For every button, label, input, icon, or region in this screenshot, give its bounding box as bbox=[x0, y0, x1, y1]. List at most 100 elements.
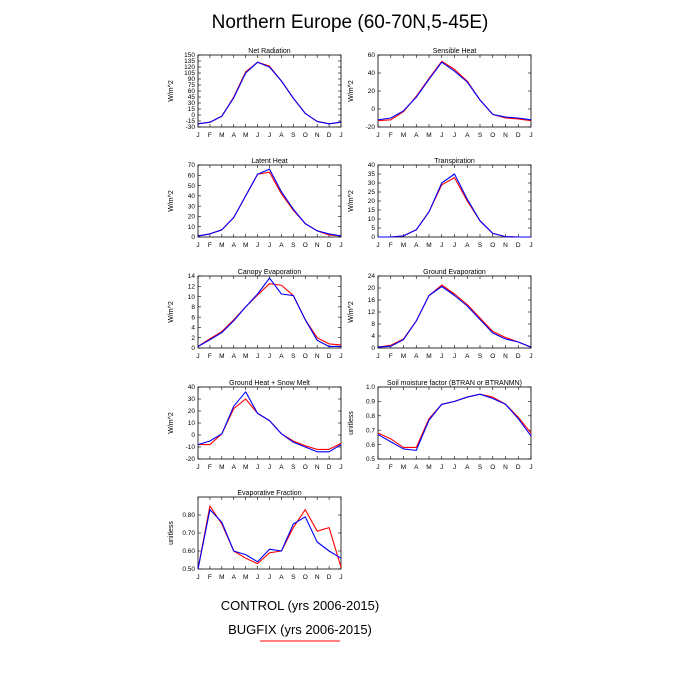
x-tick-label: A bbox=[414, 242, 419, 249]
x-tick-label: O bbox=[303, 242, 308, 249]
y-tick-label: 105 bbox=[184, 70, 195, 77]
x-tick-label: M bbox=[243, 242, 248, 249]
x-tick-label: J bbox=[376, 132, 379, 139]
y-tick-label: 40 bbox=[368, 162, 376, 169]
series-line-bugfix bbox=[377, 393, 532, 449]
y-axis-label: unitless bbox=[348, 411, 355, 435]
y-axis-label: W/m^2 bbox=[168, 190, 175, 212]
x-tick-label: J bbox=[440, 464, 443, 471]
y-tick-label: 0 bbox=[371, 345, 375, 352]
series-line-control bbox=[197, 277, 341, 348]
y-tick-label: 20 bbox=[188, 214, 196, 221]
plot-frame bbox=[377, 164, 532, 238]
x-tick-label: M bbox=[401, 464, 406, 471]
series-line-bugfix bbox=[198, 398, 342, 450]
series-line-control bbox=[197, 509, 342, 570]
y-tick-label: 135 bbox=[184, 58, 195, 65]
y-tick-label: 30 bbox=[368, 180, 376, 187]
x-tick-label: S bbox=[478, 353, 483, 360]
x-tick-label: S bbox=[291, 574, 296, 581]
x-tick-label: F bbox=[208, 464, 212, 471]
x-tick-label: J bbox=[529, 353, 532, 360]
y-tick-label: 15 bbox=[188, 106, 196, 113]
y-tick-label: 0.7 bbox=[366, 427, 375, 434]
y-tick-label: 12 bbox=[368, 309, 376, 316]
y-tick-label: 1.0 bbox=[366, 384, 375, 391]
x-tick-label: J bbox=[256, 574, 259, 581]
y-tick-label: 5 bbox=[371, 225, 375, 232]
x-tick-label: J bbox=[339, 132, 342, 139]
x-tick-label: J bbox=[453, 464, 456, 471]
y-tick-label: 16 bbox=[368, 297, 376, 304]
y-tick-label: 0 bbox=[191, 432, 195, 439]
y-tick-label: 90 bbox=[188, 76, 196, 83]
x-tick-label: N bbox=[503, 464, 508, 471]
x-tick-label: N bbox=[503, 353, 508, 360]
x-tick-label: M bbox=[401, 242, 406, 249]
y-tick-label: 6 bbox=[191, 314, 195, 321]
series-line-bugfix bbox=[197, 283, 342, 347]
panel-title: Sensible Heat bbox=[433, 48, 477, 55]
x-tick-label: F bbox=[389, 353, 393, 360]
y-tick-label: 40 bbox=[368, 70, 376, 77]
x-tick-label: A bbox=[232, 132, 237, 139]
x-tick-label: S bbox=[478, 132, 483, 139]
y-tick-label: 60 bbox=[368, 52, 376, 59]
panel-title: Latent Heat bbox=[251, 158, 287, 165]
y-tick-label: 10 bbox=[368, 216, 376, 223]
x-tick-label: A bbox=[414, 353, 419, 360]
x-tick-label: N bbox=[315, 132, 320, 139]
series-line-bugfix bbox=[378, 177, 531, 238]
y-axis-label: W/m^2 bbox=[168, 80, 175, 102]
x-tick-label: A bbox=[279, 464, 284, 471]
x-tick-label: S bbox=[291, 132, 296, 139]
y-tick-label: 12 bbox=[188, 283, 196, 290]
x-tick-label: J bbox=[529, 242, 532, 249]
x-tick-label: A bbox=[279, 242, 284, 249]
x-tick-label: J bbox=[268, 132, 271, 139]
x-tick-label: J bbox=[376, 242, 379, 249]
x-tick-label: D bbox=[327, 132, 332, 139]
x-tick-label: M bbox=[243, 132, 248, 139]
x-tick-label: M bbox=[426, 353, 431, 360]
y-tick-label: 0 bbox=[191, 345, 195, 352]
x-tick-label: O bbox=[303, 574, 308, 581]
x-tick-label: J bbox=[440, 242, 443, 249]
y-tick-label: -20 bbox=[186, 456, 196, 463]
y-tick-label: 20 bbox=[368, 198, 376, 205]
x-tick-label: A bbox=[232, 353, 237, 360]
x-tick-label: J bbox=[453, 353, 456, 360]
panel-title: Soil moisture factor (BTRAN or BTRANMN) bbox=[387, 380, 522, 387]
plot-frame bbox=[197, 496, 342, 570]
panel-title: Canopy Evaporation bbox=[238, 269, 302, 276]
x-tick-label: J bbox=[529, 464, 532, 471]
y-axis-label: W/m^2 bbox=[348, 190, 355, 212]
series-line-control bbox=[377, 393, 532, 451]
panel-title: Evaporative Fraction bbox=[237, 490, 301, 497]
y-tick-label: 4 bbox=[191, 325, 195, 332]
y-tick-label: 35 bbox=[368, 171, 376, 178]
x-tick-label: J bbox=[196, 464, 199, 471]
x-tick-label: J bbox=[440, 132, 443, 139]
plot-frame bbox=[377, 54, 532, 128]
x-tick-label: M bbox=[243, 464, 248, 471]
panel-title: Ground Evaporation bbox=[423, 269, 486, 276]
x-tick-label: O bbox=[490, 353, 495, 360]
y-tick-label: 20 bbox=[368, 88, 376, 95]
x-tick-label: N bbox=[315, 464, 320, 471]
x-tick-label: S bbox=[291, 242, 296, 249]
y-tick-label: 24 bbox=[368, 273, 376, 280]
y-tick-label: 75 bbox=[188, 82, 196, 89]
y-axis-label: W/m^2 bbox=[168, 301, 175, 323]
x-tick-label: O bbox=[303, 132, 308, 139]
x-tick-label: J bbox=[196, 242, 199, 249]
x-tick-label: S bbox=[291, 464, 296, 471]
x-tick-label: D bbox=[327, 242, 332, 249]
x-tick-label: A bbox=[232, 242, 237, 249]
x-tick-label: J bbox=[268, 574, 271, 581]
